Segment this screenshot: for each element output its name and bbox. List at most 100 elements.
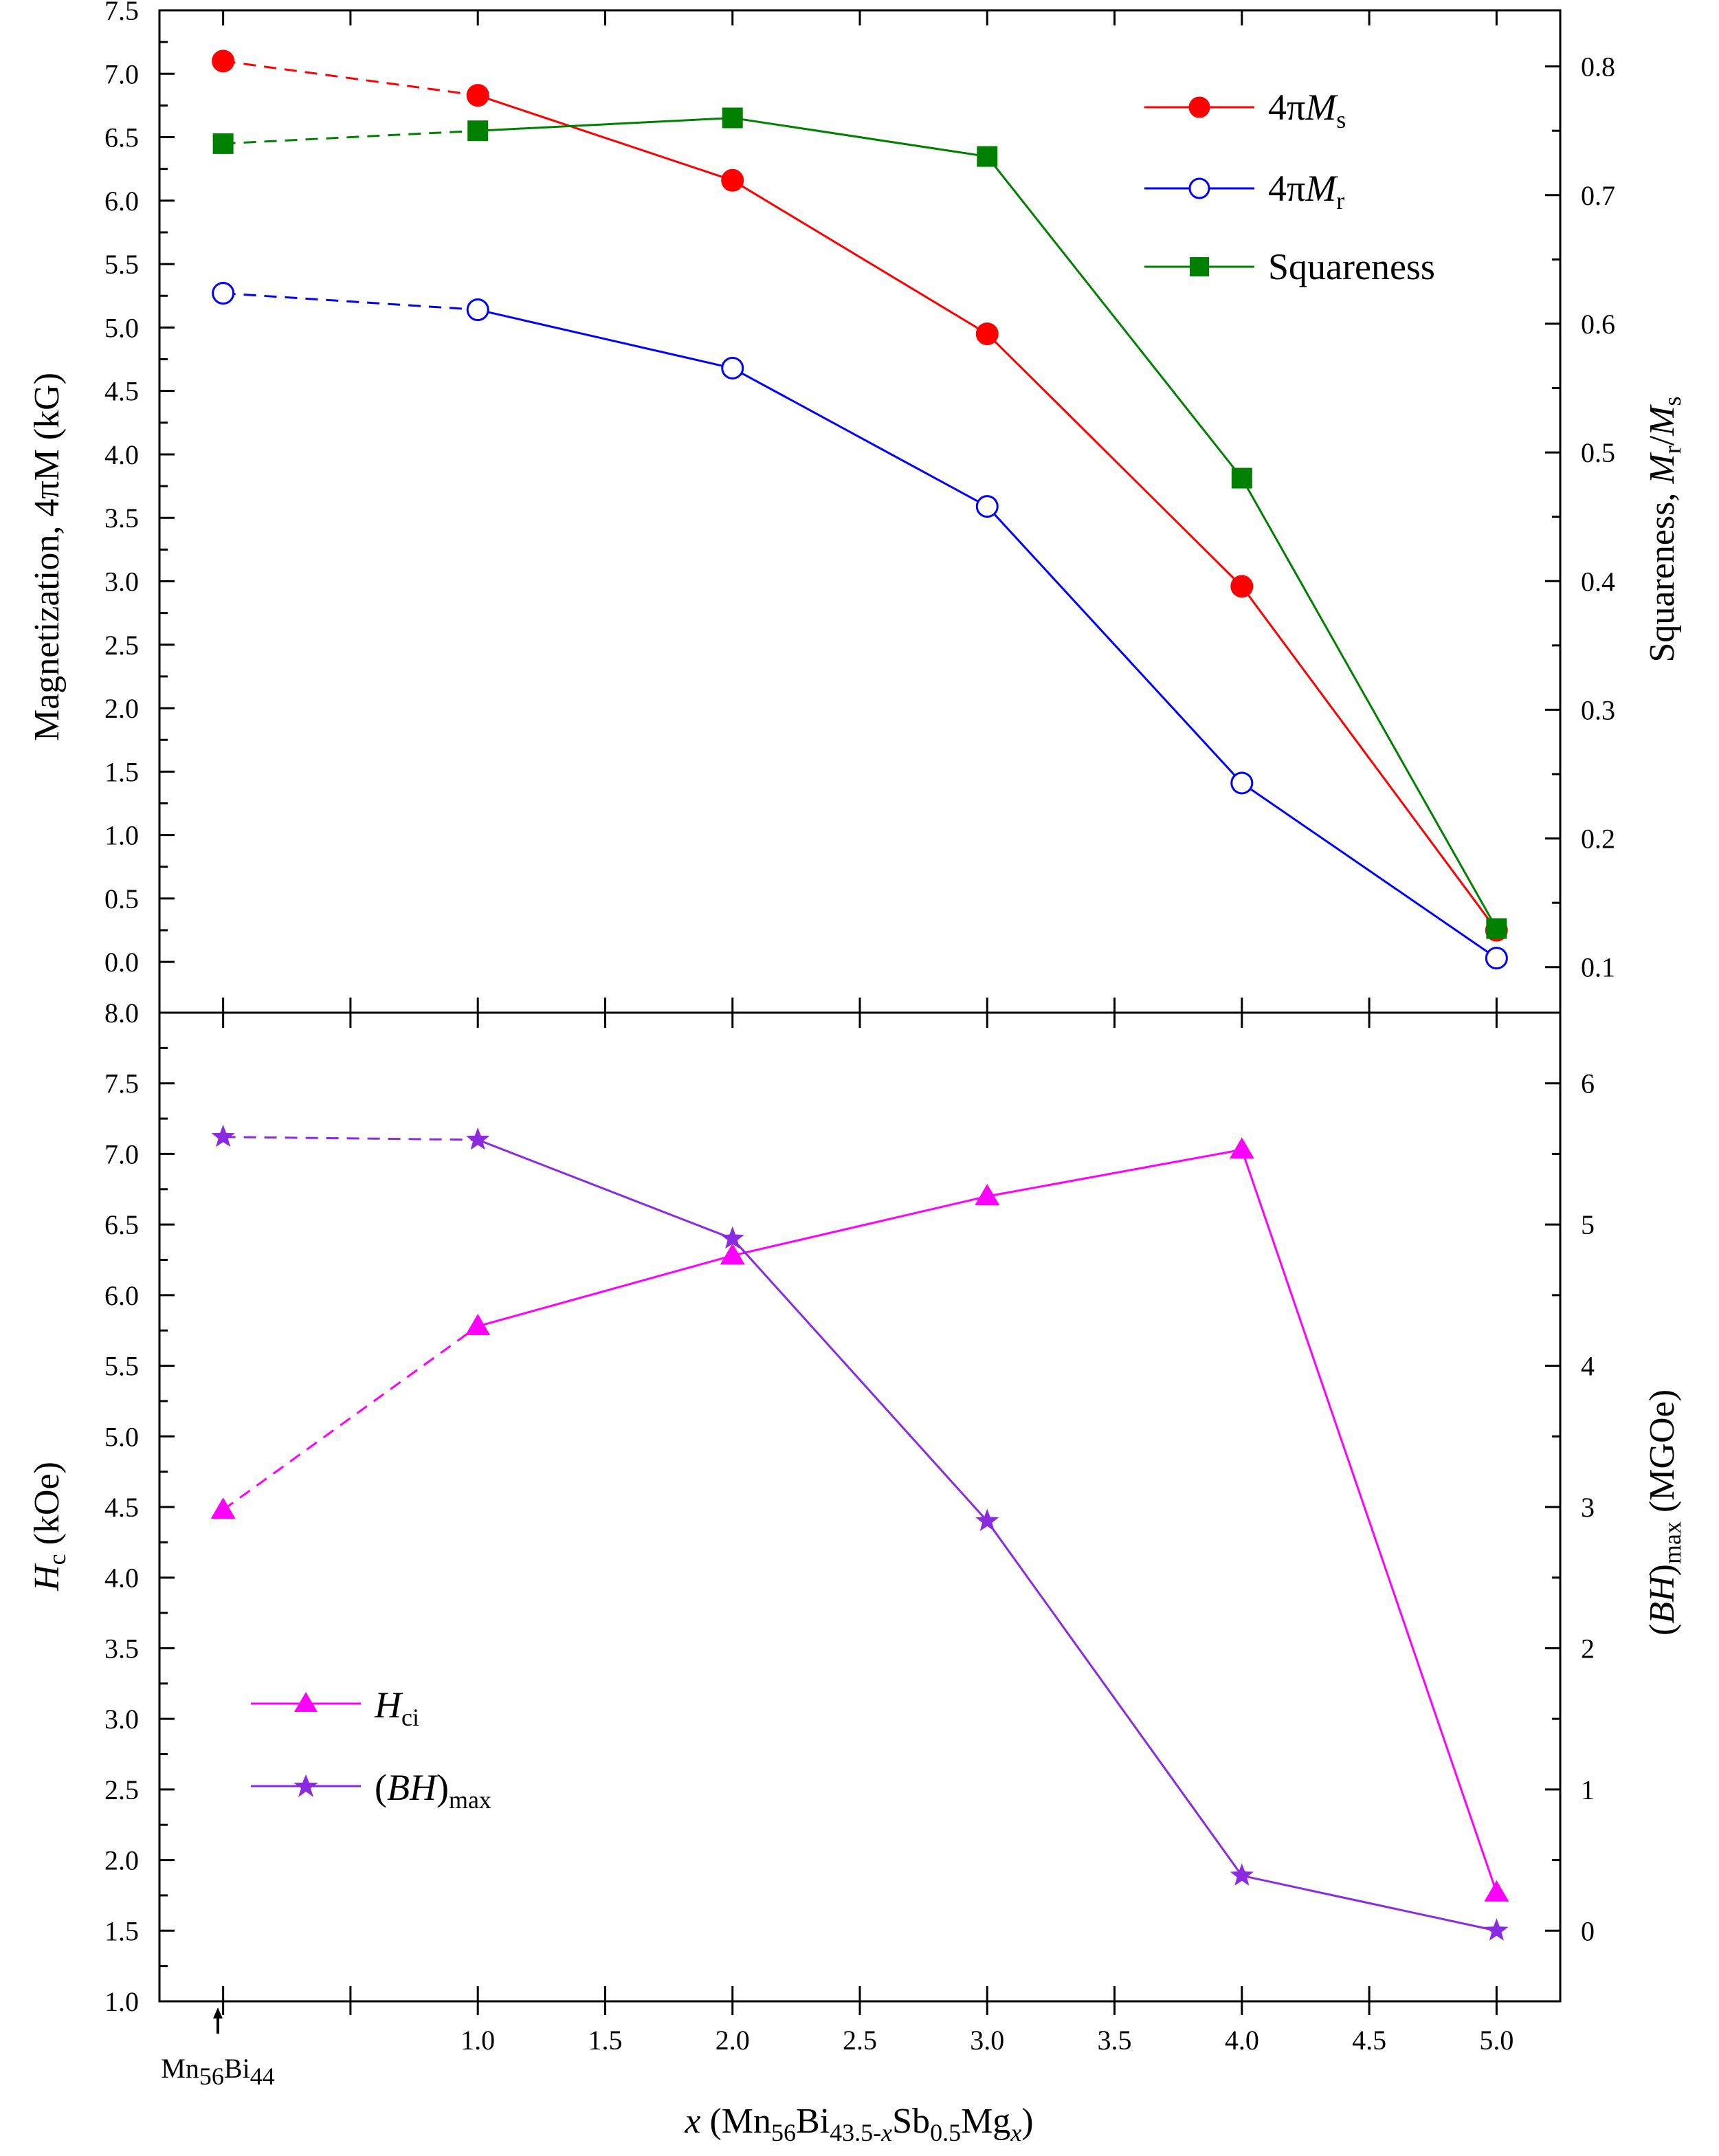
top-left-tick-label: 4.5 bbox=[104, 376, 139, 407]
top-left-tick-label: 5.5 bbox=[104, 249, 139, 280]
x-tick-label: 2.5 bbox=[843, 2025, 877, 2056]
series-squareness-dashed-segment bbox=[223, 129, 478, 145]
series-4-mr-point-1 bbox=[466, 298, 489, 322]
axis-tick-labels: 0.0 0.5 1.0 1.5 2.0 2.5 3.0 3.5 4.0 4.5 5.0 5.5 6.0 6… bbox=[104, 0, 1615, 2056]
x-tick-label: 3.0 bbox=[970, 2025, 1004, 2056]
bottom-left-axis-title: Hc (kOe) bbox=[27, 1462, 71, 1592]
series-squareness-point-3 bbox=[977, 146, 998, 167]
legend-item-4pi-ms: 4πMs bbox=[1144, 87, 1346, 133]
legend-marker-hci bbox=[294, 1692, 318, 1712]
svg-text:4πMs: 4πMs bbox=[1268, 87, 1346, 133]
top-left-tick-label: 2.0 bbox=[104, 693, 139, 724]
top-left-tick-label: 6.0 bbox=[104, 186, 139, 217]
x-tick-label: 4.0 bbox=[1225, 2025, 1259, 2056]
bottom-left-tick-label: 7.0 bbox=[104, 1138, 139, 1169]
mn56bi44-label: Mn56Bi44 bbox=[161, 2053, 274, 2090]
top-left-tick-label: 0.0 bbox=[104, 947, 139, 978]
top-panel-frame bbox=[158, 9, 1562, 1014]
legend-marker-4pi-mr bbox=[1188, 177, 1210, 199]
top-right-tick-label: 0.7 bbox=[1581, 180, 1615, 211]
bottom-left-tick-label: 6.5 bbox=[104, 1209, 139, 1240]
x-tick-label: 4.5 bbox=[1352, 2025, 1386, 2056]
series-hci-point-0 bbox=[210, 1497, 236, 1519]
series-squareness-point-2 bbox=[722, 107, 743, 129]
mn56bi44-arrow-head bbox=[213, 2008, 223, 2018]
top-left-tick-label: 2.5 bbox=[104, 630, 139, 661]
bottom-left-tick-label: 1.0 bbox=[104, 1986, 139, 2017]
series-lines bbox=[222, 60, 1498, 1932]
series-4-ms-dashed-segment bbox=[223, 60, 478, 97]
bottom-left-tick-label: 2.5 bbox=[104, 1774, 139, 1805]
series-bh-max-point-5 bbox=[1485, 1918, 1509, 1941]
series-4-mr-point-2 bbox=[721, 356, 744, 380]
series-squareness-point-0 bbox=[212, 133, 234, 154]
bottom-right-tick-label: 2 bbox=[1581, 1633, 1595, 1664]
bottom-panel-frame bbox=[158, 1011, 1562, 2003]
bottom-left-tick-label: 6.0 bbox=[104, 1280, 139, 1311]
top-left-tick-label: 3.0 bbox=[104, 566, 139, 597]
top-right-tick-label: 0.6 bbox=[1581, 309, 1615, 340]
bottom-right-tick-label: 6 bbox=[1581, 1068, 1595, 1099]
top-left-axis-title: Magnetization, 4πM (kG) bbox=[27, 373, 67, 741]
legend-marker-bhmax bbox=[293, 1774, 318, 1797]
mn56bi44-marker: Mn56Bi44 bbox=[161, 2008, 275, 2090]
series-4-mr-point-3 bbox=[975, 495, 999, 518]
series-squareness-line bbox=[478, 116, 1498, 930]
series-4-ms-point-4 bbox=[1230, 575, 1254, 598]
top-left-tick-label: 3.5 bbox=[104, 503, 139, 534]
bottom-left-tick-label: 1.5 bbox=[104, 1915, 139, 1946]
top-left-tick-label: 7.5 bbox=[104, 0, 139, 26]
top-left-tick-label: 6.5 bbox=[104, 122, 139, 153]
series-bh-max-point-0 bbox=[211, 1124, 235, 1147]
legend-item-hci: Hci bbox=[251, 1684, 419, 1731]
top-right-axis-title: Squareness, Mr/Ms bbox=[1643, 396, 1686, 662]
bottom-right-tick-label: 4 bbox=[1581, 1351, 1595, 1382]
legend-item-bhmax: (BH)max bbox=[251, 1767, 491, 1814]
bottom-left-tick-label: 4.0 bbox=[104, 1563, 139, 1594]
bottom-left-tick-label: 5.0 bbox=[104, 1421, 139, 1452]
top-right-tick-label: 0.4 bbox=[1581, 566, 1615, 597]
legend-marker-squareness bbox=[1190, 257, 1209, 276]
top-left-tick-label: 0.5 bbox=[104, 883, 139, 914]
series-4-mr-point-4 bbox=[1230, 771, 1254, 795]
bottom-right-tick-label: 0 bbox=[1581, 1915, 1595, 1946]
series-4-mr-point-5 bbox=[1485, 947, 1508, 970]
series-bh-max-point-4 bbox=[1230, 1863, 1254, 1886]
top-legend: 4πMs 4πMr Squareness bbox=[1144, 87, 1435, 287]
bottom-right-tick-label: 1 bbox=[1581, 1774, 1595, 1805]
series-bh-max-line bbox=[477, 1138, 1497, 1932]
legend-item-4pi-mr: 4πMr bbox=[1144, 168, 1344, 214]
svg-text:4πMr: 4πMr bbox=[1268, 168, 1344, 214]
series-markers bbox=[210, 50, 1509, 1941]
svg-text:Hci: Hci bbox=[374, 1684, 419, 1731]
top-right-tick-label: 0.1 bbox=[1581, 952, 1615, 983]
series-4-ms-point-1 bbox=[466, 84, 489, 107]
top-right-tick-label: 0.5 bbox=[1581, 437, 1615, 468]
series-bh-max-dashed-segment bbox=[223, 1136, 478, 1141]
series-4-mr-dashed-segment bbox=[223, 292, 478, 311]
series-squareness-point-1 bbox=[467, 120, 489, 142]
bottom-right-axis-title: (BH)max (MGOe) bbox=[1643, 1389, 1686, 1636]
series-hci-point-1 bbox=[465, 1314, 491, 1336]
legend-marker-4pi-ms bbox=[1188, 96, 1210, 118]
top-left-tick-label: 1.5 bbox=[104, 756, 139, 787]
series-squareness-point-5 bbox=[1486, 918, 1507, 939]
series-hci-dashed-segment bbox=[222, 1325, 479, 1511]
bottom-left-tick-label: 8.0 bbox=[104, 998, 139, 1028]
x-tick-label: 1.0 bbox=[461, 2025, 495, 2056]
series-bh-max-point-2 bbox=[720, 1226, 744, 1249]
x-tick-label: 1.5 bbox=[588, 2025, 622, 2056]
series-hci-point-3 bbox=[975, 1184, 1000, 1206]
bottom-legend: Hci (BH)max bbox=[251, 1684, 491, 1814]
series-4-ms-point-3 bbox=[975, 322, 999, 346]
top-right-tick-label: 0.3 bbox=[1581, 694, 1615, 725]
x-tick-label: 2.0 bbox=[716, 2025, 750, 2056]
top-left-tick-label: 4.0 bbox=[104, 439, 139, 470]
axis-ticks bbox=[159, 9, 1560, 2015]
top-right-tick-label: 0.2 bbox=[1581, 824, 1615, 855]
svg-text:(BH)max: (BH)max bbox=[375, 1767, 491, 1814]
series-bh-max-point-1 bbox=[466, 1127, 490, 1150]
series-hci-point-4 bbox=[1229, 1137, 1254, 1159]
series-4-mr-line bbox=[477, 309, 1498, 959]
